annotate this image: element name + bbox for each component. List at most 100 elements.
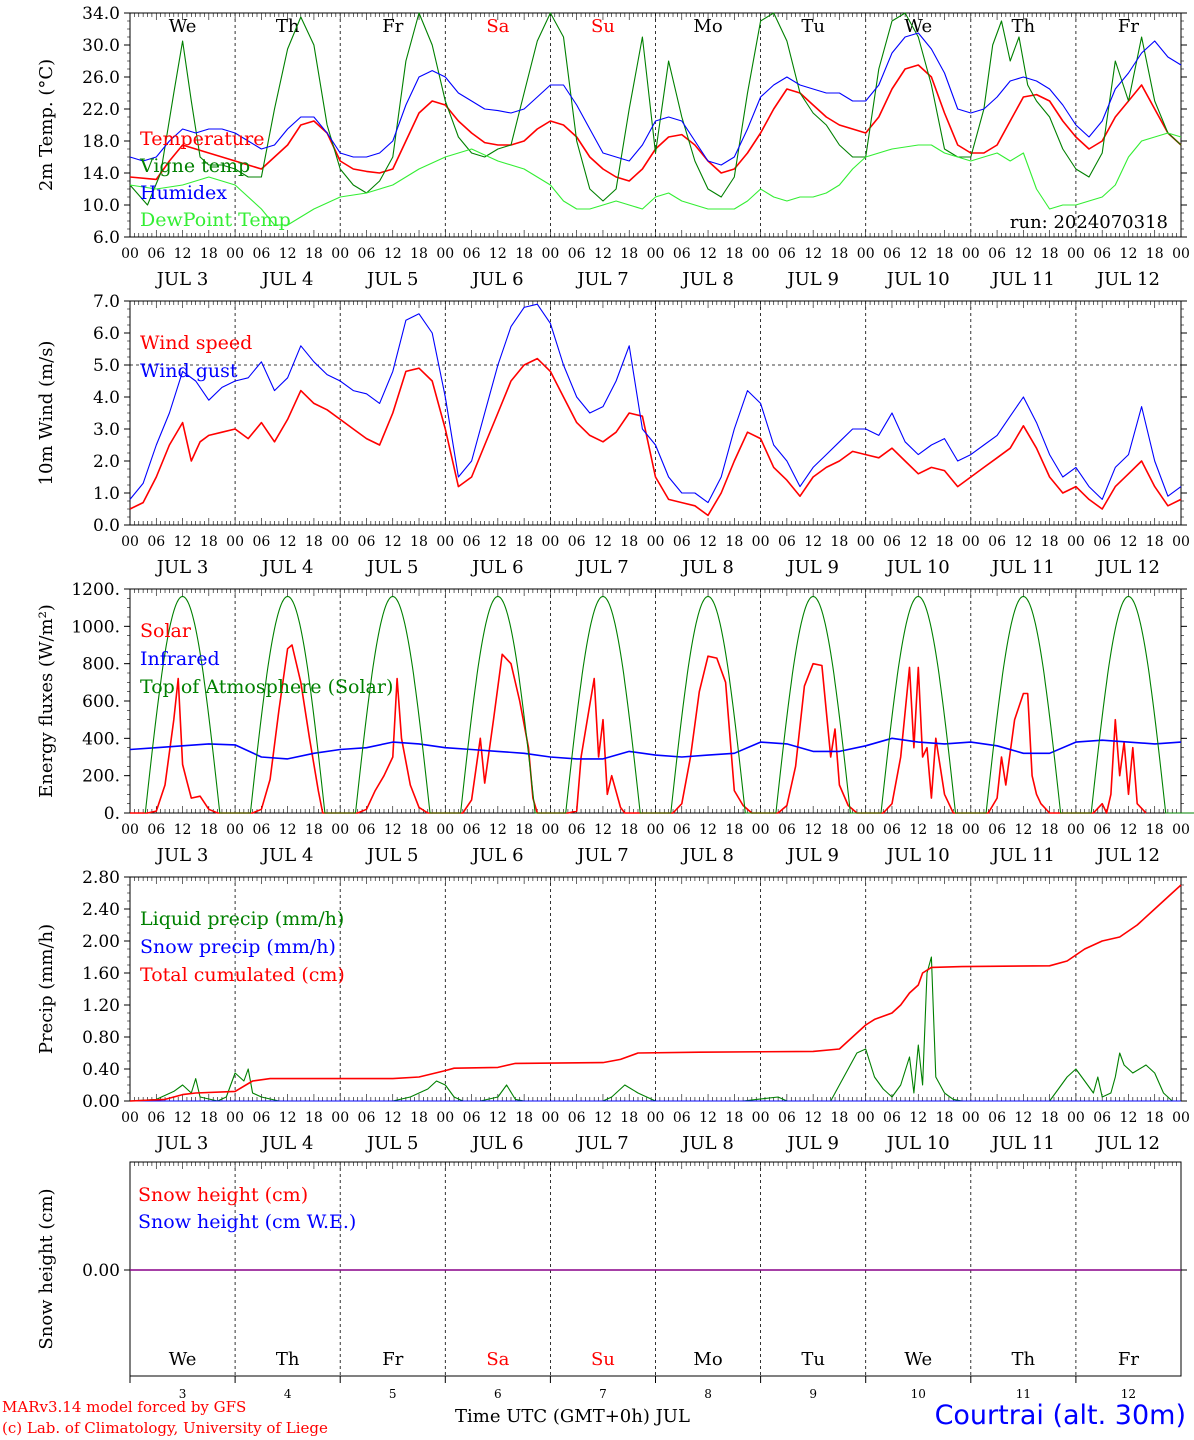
day-abbr-label: Su: [591, 16, 615, 37]
day-number-label: 4: [284, 1387, 292, 1401]
hour-label: 06: [673, 1110, 691, 1126]
hour-label: 06: [358, 822, 376, 838]
day-number-label: 12: [1121, 1387, 1136, 1401]
hour-label: 18: [515, 1110, 533, 1126]
series-line-wind-speed: [129, 357, 1182, 517]
series-line-temperature: [129, 64, 1182, 182]
radiation-frame: [129, 588, 1182, 814]
snow-axis-title: Snow height (cm): [36, 1188, 57, 1349]
hour-label: 00: [331, 1110, 349, 1126]
date-label: JUL 10: [885, 557, 950, 578]
day-number-label: 3: [179, 1387, 187, 1401]
date-label: JUL 9: [785, 557, 839, 578]
hour-label: 06: [988, 822, 1006, 838]
hour-label: 12: [594, 822, 612, 838]
run-label: run: 2024070318: [1010, 212, 1168, 233]
y-tick-label: 1000.: [71, 617, 120, 637]
hour-label: 18: [620, 534, 638, 550]
day-abbr-label: Mo: [693, 1349, 722, 1370]
day-abbr-label: We: [169, 16, 197, 37]
date-label: JUL 9: [785, 269, 839, 290]
date-label: JUL 3: [155, 1133, 209, 1154]
hour-label: 12: [174, 1110, 192, 1126]
legend-entry: Humidex: [140, 182, 227, 204]
hour-label: 12: [699, 822, 717, 838]
hour-label: 18: [725, 822, 743, 838]
hour-label: 12: [384, 246, 402, 262]
y-tick-label: 400.: [82, 729, 120, 749]
hour-label: 00: [647, 822, 665, 838]
hour-label: 12: [279, 1110, 297, 1126]
hour-label: 06: [252, 822, 270, 838]
legend-entry: Vigne temp: [139, 155, 250, 177]
day-number-label: 5: [389, 1387, 397, 1401]
hour-label: 12: [489, 822, 507, 838]
date-label: JUL 8: [680, 1133, 734, 1154]
y-tick-label: 2.80: [82, 868, 120, 888]
model-credit: MARv3.14 model forced by GFS: [2, 1398, 247, 1416]
hour-label: 00: [226, 822, 244, 838]
hour-label: 12: [594, 534, 612, 550]
temperature-axis-title: 2m Temp. (°C): [36, 59, 57, 191]
hour-label: 18: [305, 822, 323, 838]
series-line-infrared: [129, 737, 1182, 760]
series-line-vigne-temp: [129, 12, 1182, 206]
hour-label: 06: [883, 1110, 901, 1126]
hour-label: 12: [1120, 246, 1138, 262]
hour-label: 12: [804, 246, 822, 262]
y-tick-label: 26.0: [82, 68, 120, 88]
hour-label: 00: [1067, 822, 1085, 838]
hour-label: 06: [673, 246, 691, 262]
date-label: JUL 10: [885, 269, 950, 290]
y-tick-label: 1.0: [93, 484, 120, 504]
hour-label: 18: [515, 822, 533, 838]
precip-panel: 0.00 0.40 0.80 1.20 1.60 2.00 2.40 2.80 Precip (…: [36, 868, 1190, 1154]
hour-label: 06: [1093, 246, 1111, 262]
hour-label: 18: [1146, 534, 1164, 550]
hour-label: 00: [226, 534, 244, 550]
hour-label: 00: [541, 822, 559, 838]
hour-label: 12: [699, 1110, 717, 1126]
date-label: JUL 7: [575, 1133, 629, 1154]
y-tick-label: 18.0: [82, 132, 120, 152]
date-label: JUL 7: [575, 845, 629, 866]
y-tick-label: 7.0: [93, 292, 120, 312]
series-line-wind-gust: [129, 303, 1182, 504]
date-label: JUL 5: [365, 1133, 419, 1154]
hour-label: 12: [489, 1110, 507, 1126]
hour-label: 06: [883, 246, 901, 262]
hour-label: 00: [857, 534, 875, 550]
hour-label: 00: [121, 1110, 139, 1126]
date-label: JUL 7: [575, 269, 629, 290]
hour-label: 00: [541, 534, 559, 550]
hour-label: 00: [1172, 822, 1190, 838]
hour-label: 06: [673, 822, 691, 838]
y-tick-label: 34.0: [82, 4, 120, 24]
series-line-dewpoint-temp: [129, 132, 1182, 226]
hour-label: 06: [778, 1110, 796, 1126]
date-label: JUL 8: [680, 845, 734, 866]
hour-label: 06: [358, 246, 376, 262]
hour-label: 00: [857, 246, 875, 262]
hour-label: 06: [252, 246, 270, 262]
day-abbr-label: Fr: [1118, 16, 1139, 37]
date-label: JUL 4: [260, 269, 314, 290]
y-tick-label: 800.: [82, 655, 120, 675]
hour-label: 06: [883, 822, 901, 838]
hour-label: 00: [857, 1110, 875, 1126]
hour-label: 18: [620, 1110, 638, 1126]
hour-label: 00: [436, 246, 454, 262]
hour-label: 00: [752, 822, 770, 838]
hour-label: 00: [647, 1110, 665, 1126]
hour-label: 12: [489, 246, 507, 262]
hour-label: 06: [463, 1110, 481, 1126]
hour-label: 12: [804, 822, 822, 838]
hour-label: 00: [1067, 534, 1085, 550]
hour-label: 06: [147, 246, 165, 262]
hour-label: 18: [1146, 1110, 1164, 1126]
hour-label: 12: [1014, 246, 1032, 262]
day-abbr-label: Su: [591, 1349, 615, 1370]
series-line-top-of-atmosphere-solar-: [144, 595, 1194, 814]
hour-label: 18: [200, 1110, 218, 1126]
